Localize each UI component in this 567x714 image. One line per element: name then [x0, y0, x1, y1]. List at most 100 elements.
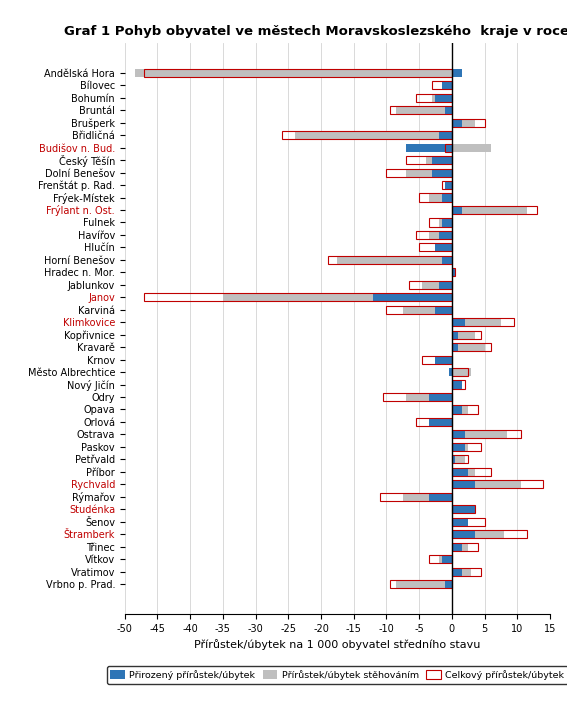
Bar [435, 356, 452, 363]
Bar [387, 306, 452, 313]
Bar [452, 431, 465, 438]
Bar [452, 406, 478, 413]
Bar [452, 443, 468, 451]
Bar [396, 580, 452, 588]
Bar [452, 568, 472, 575]
Bar [282, 131, 452, 139]
Bar [452, 381, 462, 388]
X-axis label: Přírůstek/úbytek na 1 000 obyvatel středního stavu: Přírůstek/úbytek na 1 000 obyvatel střed… [194, 639, 481, 650]
Bar [429, 418, 452, 426]
Bar [396, 106, 452, 114]
Bar [439, 418, 452, 426]
Bar [432, 169, 452, 176]
Bar [387, 169, 452, 176]
Bar [145, 69, 452, 77]
Bar [452, 318, 514, 326]
Bar [439, 356, 452, 363]
Bar [442, 81, 452, 89]
Bar [452, 530, 504, 538]
Bar [452, 368, 468, 376]
Bar [439, 218, 452, 226]
Bar [452, 481, 521, 488]
Bar [416, 418, 452, 426]
Bar [429, 193, 452, 201]
Bar [452, 381, 465, 388]
Bar [448, 368, 452, 376]
Bar [452, 69, 462, 77]
Bar [452, 568, 481, 575]
Bar [452, 119, 485, 127]
Bar [452, 518, 468, 526]
Bar [435, 243, 452, 251]
Bar [452, 506, 475, 513]
Bar [426, 156, 452, 164]
Bar [452, 206, 462, 214]
Bar [452, 456, 468, 463]
Bar [445, 144, 452, 151]
Bar [452, 318, 501, 326]
Title: Graf 1 Pohyb obyvatel ve městech Moravskoslezského  kraje v roce 2023: Graf 1 Pohyb obyvatel ve městech Moravsk… [64, 24, 567, 38]
Bar [435, 94, 452, 102]
Bar [452, 468, 475, 476]
Bar [442, 181, 452, 189]
Bar [442, 256, 452, 264]
Legend: Přirozený přírůstek/úbytek, Přírůstek/úbytek stěhováním, Celkový přírůstek/úbyte: Přirozený přírůstek/úbytek, Přírůstek/úb… [107, 666, 567, 683]
Bar [390, 106, 452, 114]
Bar [442, 81, 452, 89]
Bar [419, 193, 452, 201]
Bar [439, 281, 452, 289]
Bar [134, 69, 452, 77]
Bar [416, 231, 452, 239]
Bar [452, 530, 475, 538]
Bar [452, 468, 468, 476]
Bar [295, 131, 452, 139]
Bar [452, 331, 458, 338]
Bar [403, 306, 452, 313]
Bar [452, 331, 475, 338]
Bar [145, 293, 452, 301]
Bar [419, 243, 452, 251]
Bar [373, 293, 452, 301]
Bar [406, 393, 452, 401]
Bar [452, 368, 472, 376]
Bar [439, 555, 452, 563]
Bar [452, 468, 491, 476]
Bar [439, 231, 452, 239]
Bar [452, 119, 475, 127]
Bar [390, 580, 452, 588]
Bar [452, 119, 462, 127]
Bar [429, 555, 452, 563]
Bar [452, 431, 521, 438]
Bar [452, 406, 468, 413]
Bar [403, 493, 452, 501]
Bar [223, 293, 452, 301]
Bar [442, 218, 452, 226]
Bar [328, 256, 452, 264]
Bar [452, 518, 468, 526]
Bar [452, 568, 462, 575]
Bar [452, 206, 537, 214]
Bar [429, 393, 452, 401]
Bar [406, 169, 452, 176]
Bar [406, 144, 452, 151]
Bar [435, 306, 452, 313]
Bar [429, 231, 452, 239]
Bar [452, 481, 543, 488]
Bar [409, 281, 452, 289]
Bar [452, 318, 465, 326]
Bar [432, 94, 452, 102]
Bar [452, 530, 527, 538]
Bar [452, 343, 485, 351]
Bar [452, 343, 491, 351]
Bar [452, 431, 507, 438]
Bar [442, 193, 452, 201]
Bar [452, 331, 481, 338]
Bar [452, 543, 478, 550]
Bar [452, 506, 475, 513]
Bar [432, 81, 452, 89]
Bar [416, 94, 452, 102]
Bar [448, 181, 452, 189]
Bar [452, 456, 465, 463]
Bar [452, 443, 465, 451]
Bar [439, 131, 452, 139]
